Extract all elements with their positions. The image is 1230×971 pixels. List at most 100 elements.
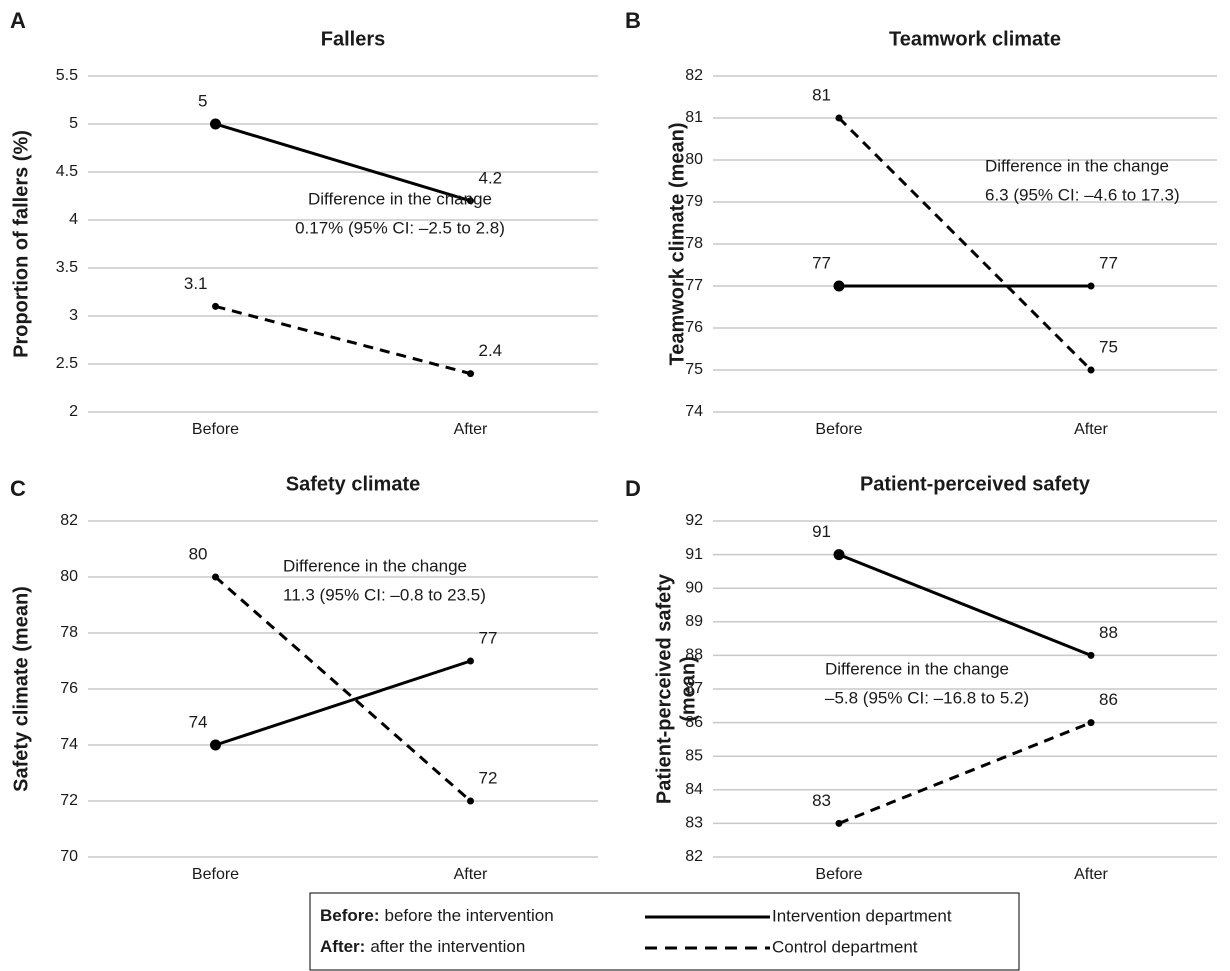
data-point	[467, 657, 474, 665]
data-label: 77	[479, 628, 498, 647]
data-label: 91	[812, 522, 831, 541]
chart-title: Teamwork climate	[889, 28, 1061, 50]
y-tick-label: 82	[685, 67, 703, 84]
data-label: 86	[1099, 690, 1118, 709]
legend-text: before the intervention	[385, 906, 554, 925]
annotation: 11.3 (95% CI: –0.8 to 23.5)	[283, 585, 486, 604]
y-tick-label: 5.5	[56, 67, 78, 84]
annotation: Difference in the change	[283, 556, 467, 575]
data-label: 74	[189, 712, 208, 731]
y-tick-label: 5	[69, 115, 78, 132]
data-label: 83	[812, 791, 831, 810]
legend-term: After:	[320, 937, 365, 956]
y-tick-label: 78	[60, 624, 78, 641]
y-tick-label: 2	[69, 403, 78, 420]
annotation: 6.3 (95% CI: –4.6 to 17.3)	[985, 185, 1180, 204]
y-tick-label: 89	[685, 613, 703, 630]
y-tick-label: 87	[685, 680, 703, 697]
y-tick-label: 83	[685, 815, 703, 832]
x-tick-label: After	[454, 866, 488, 883]
series-line	[215, 304, 471, 376]
x-tick-label: Before	[192, 866, 239, 883]
data-label: 80	[189, 544, 208, 563]
data-label: 4.2	[479, 168, 503, 187]
panel-label: A	[10, 8, 26, 33]
y-tick-label: 90	[685, 579, 703, 596]
annotation: 0.17% (95% CI: –2.5 to 2.8)	[295, 218, 505, 237]
data-point	[467, 797, 474, 805]
data-point	[835, 819, 843, 827]
data-label: 77	[1099, 253, 1118, 272]
y-tick-label: 88	[685, 647, 703, 664]
x-tick-label: Before	[192, 421, 239, 438]
data-label: 81	[812, 85, 831, 104]
y-tick-label: 84	[685, 781, 703, 798]
series-line	[214, 575, 472, 803]
data-point	[467, 197, 474, 205]
chart-title: Fallers	[321, 28, 385, 50]
y-tick-label: 86	[685, 714, 703, 731]
y-tick-label: 82	[685, 848, 703, 865]
data-point	[1087, 651, 1095, 659]
y-tick-label: 91	[685, 546, 703, 563]
y-tick-label: 4.5	[56, 163, 78, 180]
panel-label: D	[625, 476, 641, 501]
data-label: 5	[198, 91, 207, 110]
series-line	[215, 659, 471, 747]
annotation: Difference in the change	[985, 156, 1169, 175]
series-line	[838, 721, 1092, 825]
annotation: –5.8 (95% CI: –16.8 to 5.2)	[825, 688, 1029, 707]
panel-label: B	[625, 8, 641, 33]
data-point	[212, 302, 219, 310]
data-point	[1087, 282, 1095, 290]
y-tick-label: 74	[60, 736, 78, 753]
data-point	[467, 370, 474, 378]
data-label: 77	[812, 253, 831, 272]
y-axis-label: Teamwork climate (mean)	[666, 122, 688, 365]
y-tick-label: 2.5	[56, 355, 78, 372]
data-point	[212, 573, 219, 581]
series-line	[837, 116, 1093, 372]
y-axis-label: Safety climate (mean)	[10, 586, 32, 792]
data-label: 88	[1099, 623, 1118, 642]
y-tick-label: 3.5	[56, 259, 78, 276]
legend-label: Intervention department	[772, 906, 952, 925]
data-point	[210, 118, 221, 130]
y-axis-label: Proportion of fallers (%)	[10, 130, 32, 358]
data-label: 3.1	[184, 274, 208, 293]
y-tick-label: 82	[60, 512, 78, 529]
y-tick-label: 79	[685, 193, 703, 210]
data-label: 72	[479, 768, 498, 787]
y-tick-label: 76	[685, 319, 703, 336]
data-point	[1087, 366, 1095, 374]
x-tick-label: After	[1074, 866, 1108, 883]
series-line	[215, 122, 471, 203]
y-tick-label: 80	[685, 151, 703, 168]
y-tick-label: 77	[685, 277, 703, 294]
data-point	[1087, 719, 1095, 727]
y-tick-label: 80	[60, 568, 78, 585]
y-tick-label: 81	[685, 109, 703, 126]
y-axis-label: (mean)	[677, 656, 699, 722]
series-line	[838, 553, 1092, 657]
data-point	[210, 739, 221, 751]
x-tick-label: After	[1074, 421, 1108, 438]
data-label: 2.4	[479, 341, 503, 360]
y-axis-label: Patient-perceived safety	[653, 573, 675, 804]
legend-note: Before: before the intervention	[320, 906, 554, 925]
y-tick-label: 72	[60, 792, 78, 809]
chart-title: Safety climate	[286, 473, 421, 495]
chart-title: Patient-perceived safety	[860, 473, 1091, 495]
panel-label: C	[10, 476, 26, 501]
data-point	[833, 280, 845, 292]
legend-text: after the intervention	[370, 937, 525, 956]
y-tick-label: 3	[69, 307, 78, 324]
y-tick-label: 85	[685, 747, 703, 764]
legend-label: Control department	[772, 937, 918, 956]
y-tick-label: 74	[685, 403, 703, 420]
legend-box	[309, 892, 1020, 971]
annotation: Difference in the change	[308, 189, 492, 208]
data-point	[833, 549, 845, 561]
